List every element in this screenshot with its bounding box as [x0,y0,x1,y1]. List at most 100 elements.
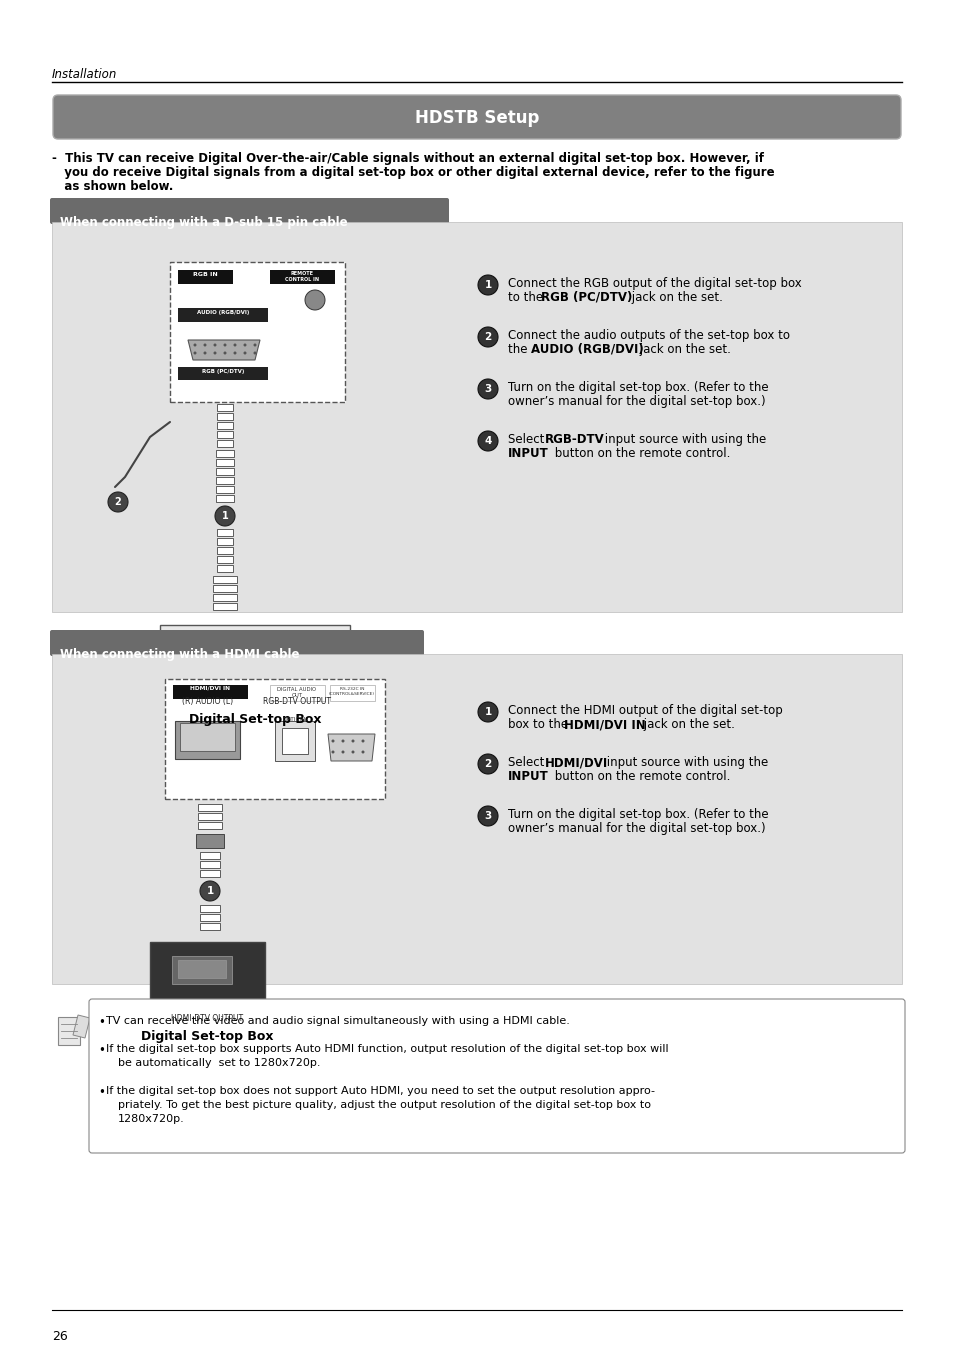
Text: INPUT: INPUT [507,447,548,459]
Text: 1: 1 [484,707,491,717]
Text: jack on the set.: jack on the set. [639,717,734,731]
Bar [195,834,224,848]
Circle shape [477,807,497,825]
Bar [216,404,233,411]
Bar [216,547,233,554]
Circle shape [243,351,246,354]
Bar [215,486,233,493]
Bar [178,367,268,380]
Text: •: • [98,1044,105,1056]
Text: button on the remote control.: button on the remote control. [551,770,730,784]
Circle shape [265,650,268,653]
Bar [215,459,233,466]
Bar [200,905,220,912]
Bar [216,431,233,438]
Circle shape [320,658,323,662]
Circle shape [477,276,497,295]
Text: HDSTB Setup: HDSTB Setup [415,109,538,127]
Circle shape [477,703,497,721]
Bar [216,422,233,430]
Polygon shape [260,644,337,667]
Text: the: the [507,343,531,357]
Text: input source with using the: input source with using the [602,757,767,769]
Circle shape [203,343,206,346]
Circle shape [233,351,236,354]
Bar [270,270,335,284]
Bar [180,723,234,751]
Bar [178,308,268,322]
Text: 3: 3 [484,384,491,394]
Circle shape [351,751,355,754]
Bar [172,685,248,698]
Circle shape [361,739,364,743]
FancyBboxPatch shape [50,630,423,657]
Text: TV can receive the video and audio signal simultaneously with using a HDMI cable: TV can receive the video and audio signa… [106,1016,569,1025]
Circle shape [325,650,328,653]
Circle shape [341,751,344,754]
Text: Connect the RGB output of the digital set-top box: Connect the RGB output of the digital se… [507,277,801,290]
Circle shape [253,351,256,354]
Circle shape [214,507,234,526]
Circle shape [253,343,256,346]
Text: 4: 4 [484,436,491,446]
Text: 1280x720p.: 1280x720p. [118,1115,185,1124]
Circle shape [295,650,298,653]
Text: •: • [98,1016,105,1029]
Circle shape [222,653,227,658]
Bar [216,413,233,420]
Text: Turn on the digital set-top box. (Refer to the: Turn on the digital set-top box. (Refer … [507,808,768,821]
Text: REMOTE
CONTROL IN: REMOTE CONTROL IN [285,272,318,282]
Text: If the digital set-top box supports Auto HDMI function, output resolution of the: If the digital set-top box supports Auto… [106,1044,668,1054]
Text: If the digital set-top box does not support Auto HDMI, you need to set the outpu: If the digital set-top box does not supp… [106,1086,655,1096]
Text: Select: Select [507,757,548,769]
Text: jack on the set.: jack on the set. [636,343,730,357]
Circle shape [193,351,196,354]
Circle shape [203,351,206,354]
Circle shape [280,658,283,662]
Circle shape [233,343,236,346]
Circle shape [305,290,325,309]
Text: RGB (PC/DTV): RGB (PC/DTV) [202,369,244,374]
Text: as shown below.: as shown below. [52,180,173,193]
Circle shape [271,658,274,662]
Text: Connect the HDMI output of the digital set-top: Connect the HDMI output of the digital s… [507,704,781,717]
Text: Digital Set-top Box: Digital Set-top Box [141,1029,274,1043]
Circle shape [351,739,355,743]
FancyBboxPatch shape [53,95,900,139]
Circle shape [291,658,294,662]
Circle shape [285,650,288,653]
Circle shape [331,739,335,743]
Text: 3: 3 [484,811,491,821]
Circle shape [209,639,241,671]
Polygon shape [73,1015,90,1038]
Circle shape [175,639,208,671]
Text: RGB-DTV: RGB-DTV [544,434,604,446]
Circle shape [185,648,199,662]
Text: 1: 1 [221,511,228,521]
Polygon shape [328,734,375,761]
Bar [213,594,236,601]
Circle shape [193,343,196,346]
Bar [215,450,233,457]
Bar [200,870,220,877]
Bar [213,576,236,584]
Bar [215,477,233,484]
Circle shape [243,343,246,346]
Text: When connecting with a HDMI cable: When connecting with a HDMI cable [60,648,299,661]
Circle shape [190,653,194,658]
Bar [215,494,233,503]
Bar [58,1017,80,1046]
Bar [170,262,345,403]
Bar [215,467,233,476]
Text: AUDIO (RGB/DVI): AUDIO (RGB/DVI) [531,343,643,357]
Text: input source with using the: input source with using the [600,434,765,446]
Text: Digital Set-top Box: Digital Set-top Box [189,713,321,725]
Text: Installation: Installation [52,68,117,81]
Circle shape [331,751,335,754]
Bar [216,557,233,563]
Text: Select: Select [507,434,548,446]
FancyBboxPatch shape [89,998,904,1152]
Circle shape [275,650,278,653]
Bar [200,861,220,867]
Bar [216,538,233,544]
